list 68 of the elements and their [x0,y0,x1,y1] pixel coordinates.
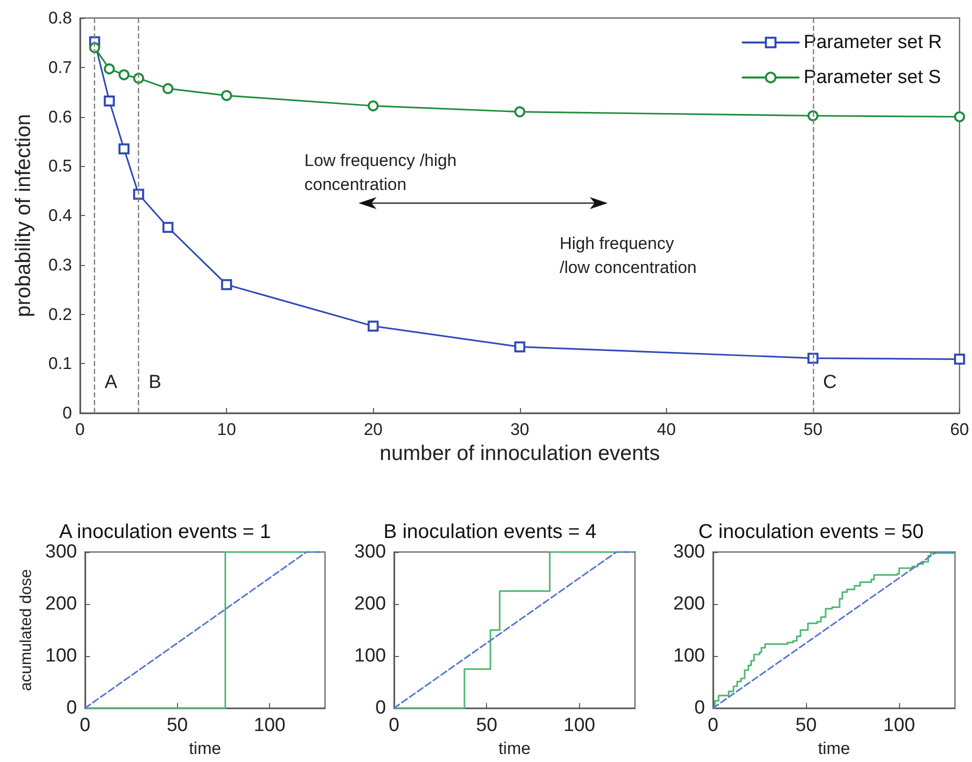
ref-line-label: A [104,372,118,393]
y-tick-label: 0.2 [48,304,72,324]
annotation: Low frequency /high concentration [304,150,457,194]
x-tick-label: 0 [708,715,718,736]
point [162,83,174,94]
x-tick-label: 30 [510,420,530,439]
x-tick-label: 0 [80,715,90,736]
y-tick-label: 200 [673,594,705,615]
chart-title: A inoculation events = 1 [59,521,271,543]
x-axis-title: number of innoculation events [380,442,660,465]
point [221,90,232,102]
y-tick-label: 0 [375,698,386,719]
y-tick-label: 300 [354,542,386,562]
legend-label: Parameter set R [804,32,942,53]
x-tick-label: 10 [217,420,236,439]
y-tick-label: 200 [45,594,77,615]
point [133,188,144,200]
point [162,222,174,233]
point [368,100,379,112]
point [514,341,526,352]
y-tick-label: 0.1 [48,354,72,374]
x-axis-title: time [188,739,222,758]
point [221,279,232,290]
chart-title: C inoculation events = 50 [698,521,924,543]
y-tick-label: 0.7 [48,58,72,77]
x-tick-label: 50 [166,715,188,736]
y-tick-label: 0 [66,698,77,719]
point [954,354,966,365]
point [104,95,115,106]
y-axis-title: acumulated dose [18,569,35,691]
y-axis-title: probability of infection [12,114,35,318]
y-tick-label: 0 [62,404,72,422]
x-axis-title: time [498,739,531,758]
point [807,352,818,364]
x-axis-title: time [818,739,850,758]
ref-line-label: B [148,372,162,393]
y-tick-label: 200 [354,594,386,615]
y-tick-label: 300 [673,542,705,562]
x-tick-label: 50 [476,715,498,736]
y-tick-label: 0.6 [48,107,72,126]
y-tick-label: 0.4 [48,206,72,225]
y-tick-label: 100 [673,646,705,667]
y-tick-label: 0.5 [48,156,72,176]
x-tick-label: 0 [388,715,400,736]
chart-title: B inoculation events = 4 [384,521,596,543]
x-tick-label: 50 [796,715,817,736]
point [118,143,130,154]
x-tick-label: 40 [656,420,676,439]
ref-line-label: C [822,372,837,393]
x-tick-label: 100 [254,715,286,736]
point [368,320,379,332]
annotation: High frequency /low concentration [560,234,697,277]
x-tick-label: 60 [950,420,970,439]
y-tick-label: 100 [354,646,386,667]
x-tick-label: 100 [564,715,596,736]
x-tick-label: 100 [883,715,916,736]
point [954,111,966,122]
y-tick-label: 300 [45,542,77,562]
y-tick-label: 0 [694,698,705,719]
x-tick-label: 50 [803,420,822,439]
legend-label: Parameter set S [804,67,941,88]
point [514,106,526,118]
y-tick-label: 0.8 [48,8,72,28]
point [118,69,130,80]
point [104,63,115,74]
y-tick-label: 0.3 [48,255,72,274]
x-tick-label: 20 [364,420,383,439]
y-tick-label: 100 [45,646,77,667]
